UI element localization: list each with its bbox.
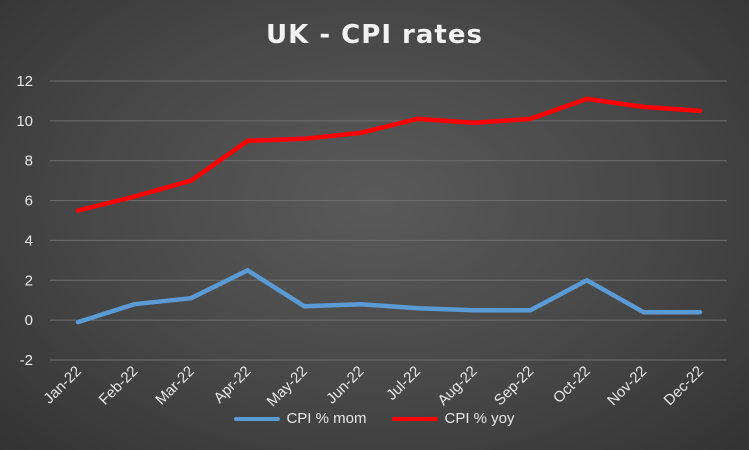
series-line-yoy [75, 96, 703, 213]
legend-swatch-mom [234, 416, 281, 421]
legend-label-mom: CPI % mom [286, 410, 367, 427]
x-tick-label: May-22 [264, 363, 311, 410]
legend-item-mom: CPI % mom [234, 410, 366, 427]
y-tick-label: 2 [25, 272, 33, 289]
legend-swatch-yoy [392, 416, 439, 421]
x-tick-label: Jul-22 [383, 363, 424, 404]
x-tick-label: Apr-22 [211, 363, 255, 407]
legend-label-yoy: CPI % yoy [444, 410, 515, 427]
x-tick-label: Feb-22 [96, 363, 142, 409]
x-tick-label: Jun-22 [323, 363, 367, 407]
x-tick-label: Aug-22 [434, 363, 480, 409]
x-tick-label: Dec-22 [661, 363, 707, 409]
y-tick-label: 12 [16, 73, 33, 90]
x-tick-label: Mar-22 [152, 363, 198, 409]
y-tick-label: 4 [25, 232, 33, 249]
y-tick-label: 6 [25, 193, 33, 210]
x-tick-label: Oct-22 [550, 363, 594, 407]
chart-title: UK - CPI rates [266, 20, 483, 50]
y-tick-label: 0 [25, 312, 33, 329]
x-tick-label: Sep-22 [491, 363, 537, 409]
y-tick-label: 10 [16, 113, 33, 130]
series-line-mom [75, 268, 703, 325]
x-tick-label: Jan-22 [40, 363, 84, 407]
x-tick-label: Nov-22 [604, 363, 650, 409]
legend: CPI % mom CPI % yoy [0, 410, 749, 427]
y-tick-label: -2 [20, 352, 33, 369]
legend-item-yoy: CPI % yoy [392, 410, 515, 427]
y-tick-label: 8 [25, 153, 33, 170]
